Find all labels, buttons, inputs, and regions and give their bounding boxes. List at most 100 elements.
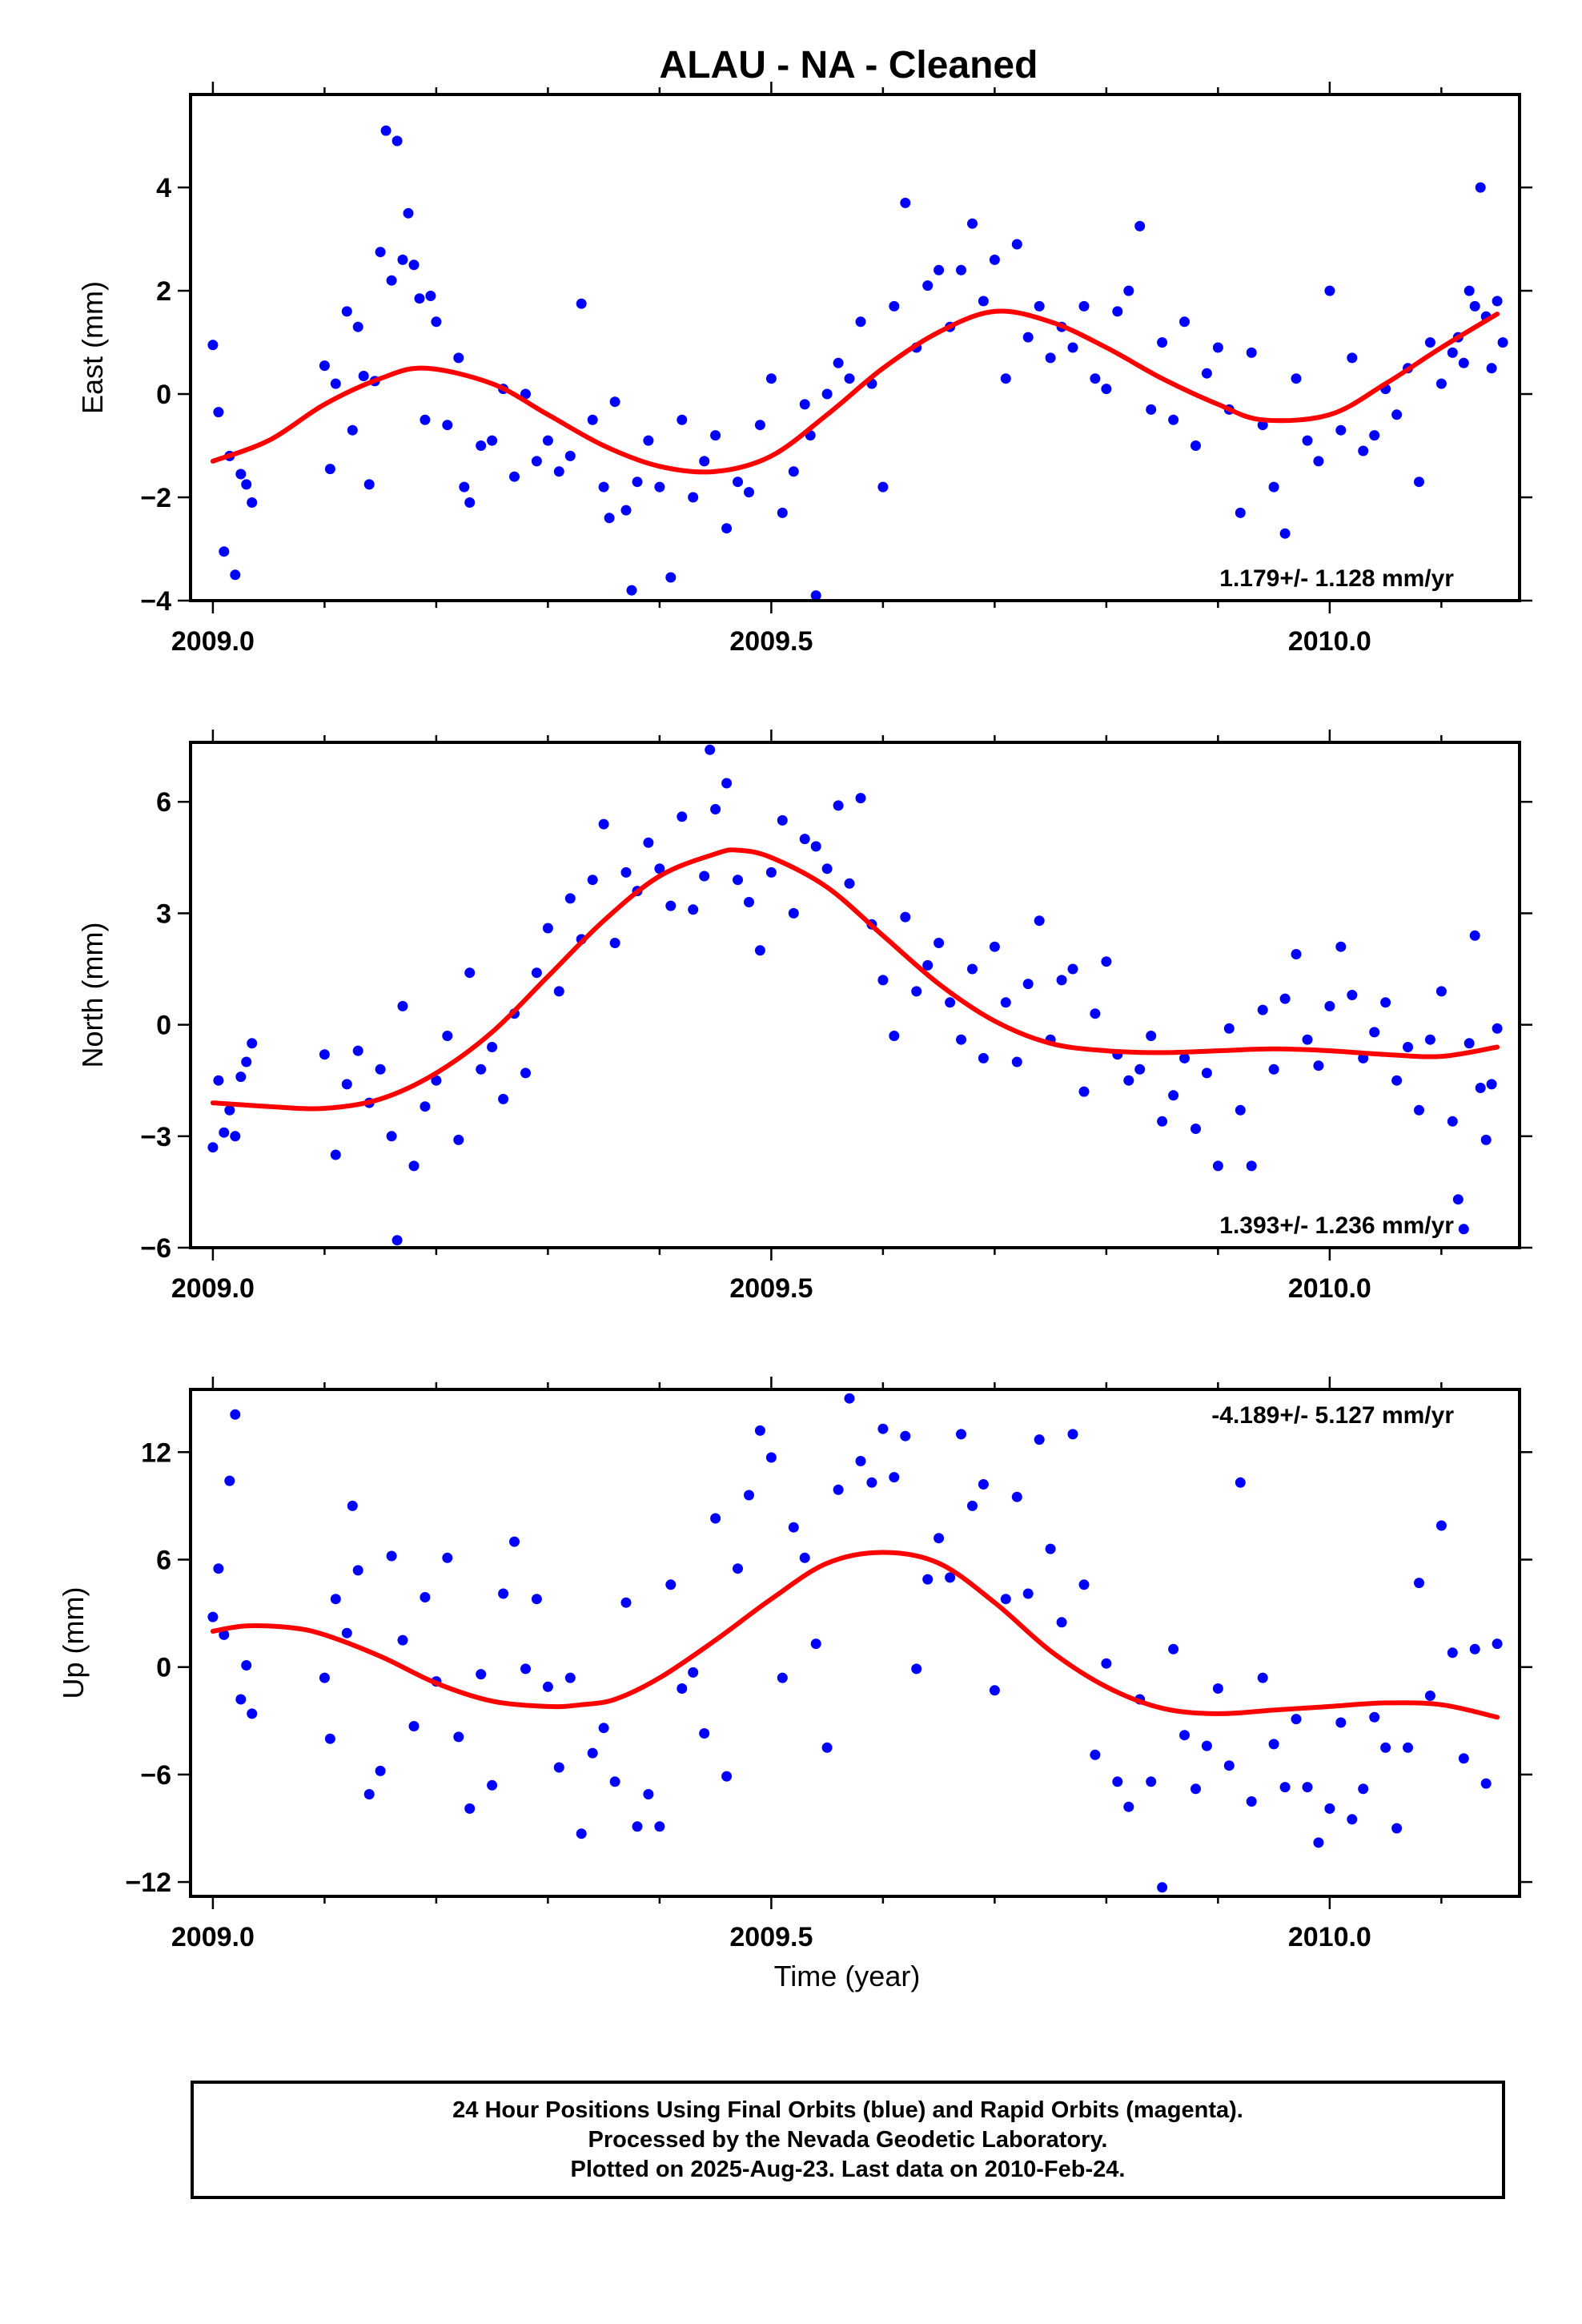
- north-data-point: [1201, 1068, 1212, 1079]
- north-data-point: [877, 975, 889, 986]
- east-data-point: [1464, 285, 1475, 296]
- east-data-point: [397, 254, 408, 265]
- north-data-point: [1034, 915, 1045, 927]
- up-data-point: [564, 1672, 576, 1683]
- north-data-point: [375, 1063, 386, 1075]
- north-data-point: [1157, 1116, 1168, 1127]
- up-data-point: [1435, 1520, 1447, 1531]
- east-data-point: [1458, 357, 1469, 368]
- east-data-point: [1201, 368, 1212, 379]
- east-x-tick-label: 2009.5: [729, 626, 813, 657]
- east-data-point: [1123, 285, 1134, 296]
- north-data-point: [911, 986, 922, 997]
- east-data-point: [1369, 430, 1380, 441]
- east-data-point: [1435, 378, 1447, 389]
- north-y-tick-label: 6: [156, 787, 171, 818]
- north-data-point: [754, 945, 765, 956]
- east-data-point: [509, 471, 520, 482]
- east-fit-curve: [210, 308, 1500, 475]
- up-data-point: [1045, 1543, 1056, 1554]
- east-data-point: [821, 388, 833, 400]
- up-data-point: [1146, 1776, 1157, 1787]
- up-x-tick-label: 2010.0: [1288, 1922, 1371, 1952]
- east-data-point: [453, 352, 464, 364]
- up-data-point: [1369, 1711, 1380, 1723]
- east-data-point: [1000, 373, 1011, 384]
- east-data-point: [1212, 342, 1223, 353]
- north-data-point: [352, 1045, 363, 1056]
- up-data-point: [643, 1789, 654, 1799]
- up-data-point: [1447, 1647, 1458, 1659]
- footer-line-plotted: Plotted on 2025-Aug-23. Last data on 201…: [570, 2156, 1126, 2182]
- north-data-point: [1212, 1160, 1223, 1172]
- north-data-point: [1223, 1023, 1235, 1034]
- east-data-point: [391, 135, 403, 147]
- up-data-point: [1022, 1588, 1034, 1599]
- north-data-point: [1302, 1034, 1313, 1045]
- up-data-point: [654, 1821, 665, 1832]
- up-data-point: [1414, 1578, 1424, 1589]
- east-data-point: [1179, 316, 1190, 328]
- up-data-point: [765, 1452, 777, 1463]
- north-data-point: [688, 904, 699, 915]
- north-data-point: [1347, 990, 1358, 1000]
- east-data-point: [576, 298, 587, 309]
- east-data-point: [408, 259, 420, 271]
- east-data-point: [643, 435, 654, 446]
- up-data-point: [1279, 1782, 1291, 1793]
- up-data-point: [1078, 1579, 1090, 1590]
- up-data-point: [688, 1667, 699, 1678]
- north-data-point: [564, 893, 576, 904]
- east-data-point: [442, 420, 453, 431]
- east-data-point: [632, 476, 643, 488]
- east-points: [207, 125, 1508, 601]
- up-data-point: [408, 1721, 420, 1731]
- up-data-point: [553, 1762, 564, 1773]
- up-data-point: [810, 1638, 821, 1650]
- up-data-point: [922, 1574, 934, 1585]
- east-data-point: [1045, 352, 1056, 364]
- east-data-point: [844, 373, 855, 384]
- north-data-point: [1235, 1104, 1246, 1116]
- east-data-point: [553, 466, 564, 477]
- north-data-point: [219, 1127, 230, 1138]
- up-data-point: [1347, 1814, 1358, 1825]
- north-data-point: [609, 938, 620, 948]
- east-data-point: [230, 569, 241, 581]
- east-data-point: [414, 293, 425, 304]
- up-data-point: [934, 1533, 945, 1544]
- east-data-point: [654, 481, 665, 493]
- east-data-point: [1146, 404, 1157, 415]
- up-data-point: [945, 1572, 956, 1583]
- north-data-point: [665, 900, 677, 911]
- east-data-point: [1347, 352, 1358, 364]
- north-data-point: [464, 967, 476, 979]
- up-data-point: [978, 1479, 989, 1490]
- east-data-point: [1157, 337, 1168, 348]
- north-data-point: [1101, 956, 1112, 967]
- north-data-point: [922, 959, 934, 971]
- north-y-tick-label: 0: [156, 1011, 171, 1041]
- east-data-point: [420, 414, 431, 425]
- east-data-point: [352, 321, 363, 332]
- east-data-point: [788, 466, 799, 477]
- north-x-tick-label: 2010.0: [1288, 1273, 1371, 1304]
- north-data-point: [1452, 1194, 1464, 1205]
- north-data-point: [487, 1042, 498, 1052]
- up-data-point: [1469, 1643, 1480, 1655]
- up-rate-annotation: -4.189+/- 5.127 mm/yr: [1211, 1402, 1454, 1429]
- up-data-point: [900, 1430, 911, 1441]
- north-data-point: [1268, 1063, 1279, 1075]
- east-data-point: [777, 507, 788, 518]
- north-data-point: [956, 1034, 966, 1045]
- north-x-tick-label: 2009.5: [729, 1273, 813, 1304]
- up-data-point: [754, 1425, 765, 1436]
- up-data-point: [363, 1789, 375, 1799]
- east-data-point: [699, 456, 710, 467]
- east-panel: 2009.0 2009.5 2010.0 −4 −2 0 2 4 East (mm) 1.179+…: [76, 82, 1532, 657]
- east-data-point: [235, 468, 247, 480]
- up-data-point: [487, 1779, 498, 1791]
- east-data-point: [1447, 347, 1458, 358]
- north-points: [207, 744, 1503, 1246]
- up-data-point: [224, 1475, 235, 1486]
